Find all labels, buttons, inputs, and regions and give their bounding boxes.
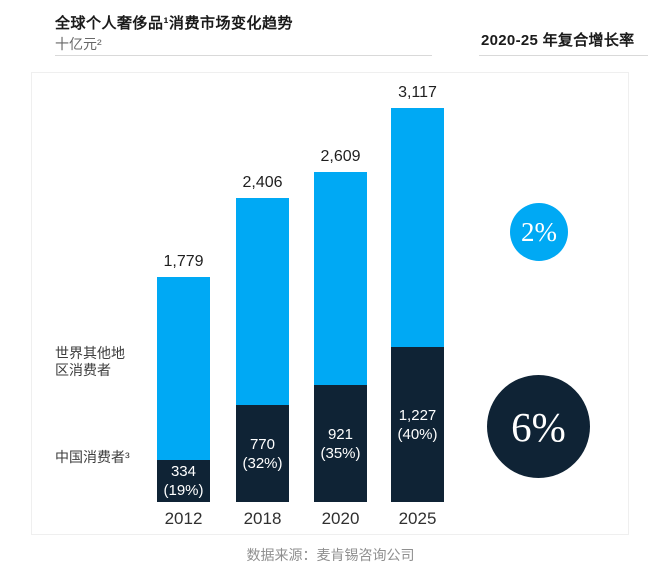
bar-total-label: 1,779 <box>163 253 204 270</box>
rest-of-world-series-label: 世界其他地区消费者 <box>55 345 125 378</box>
bar-total-label: 3,117 <box>398 84 437 101</box>
cagr-badge-rest-of-world: 2% <box>510 203 568 261</box>
bar-segment-china: 1,227 (40%) <box>391 347 444 502</box>
bar-segment-rest-of-world <box>314 172 367 385</box>
cagr-china-value: 6% <box>511 403 566 450</box>
bar-segment-china: 334 (19%) <box>157 460 210 502</box>
cagr-title: 2020-25 年复合增长率 <box>481 32 635 49</box>
bar-year-label: 2020 <box>321 509 360 528</box>
china-consumers-series-label: 中国消费者³ <box>55 449 130 465</box>
bar-china-value-label: 770 (32%) <box>242 435 283 472</box>
bar-segment-china: 770 (32%) <box>236 405 289 502</box>
bar-total-label: 2,609 <box>320 148 361 165</box>
cagr-rest-of-world-value: 2% <box>521 216 557 247</box>
title-divider-left <box>55 55 432 56</box>
bar-year-label: 2018 <box>243 509 282 528</box>
bar-segment-rest-of-world <box>157 277 210 460</box>
bar-year-label: 2025 <box>398 509 437 528</box>
chart-image-border <box>31 72 629 535</box>
bar-china-value-label: 921 (35%) <box>320 425 361 462</box>
bar-china-value-label: 334 (19%) <box>163 463 204 499</box>
bar-segment-china: 921 (35%) <box>314 385 367 502</box>
title-divider-right <box>479 55 648 56</box>
bar-china-value-label: 1,227 (40%) <box>397 406 438 443</box>
bar-segment-rest-of-world <box>236 198 289 405</box>
bar-year-label: 2012 <box>164 509 203 528</box>
bar-total-label: 2,406 <box>242 174 283 191</box>
data-source: 数据来源：麦肯锡咨询公司 <box>246 547 415 563</box>
unit-label: 十亿元² <box>55 36 102 52</box>
cagr-badge-china: 6% <box>487 375 590 478</box>
bar-segment-rest-of-world <box>391 108 444 347</box>
chart-title: 全球个人奢侈品¹消费市场变化趋势 <box>55 15 293 32</box>
